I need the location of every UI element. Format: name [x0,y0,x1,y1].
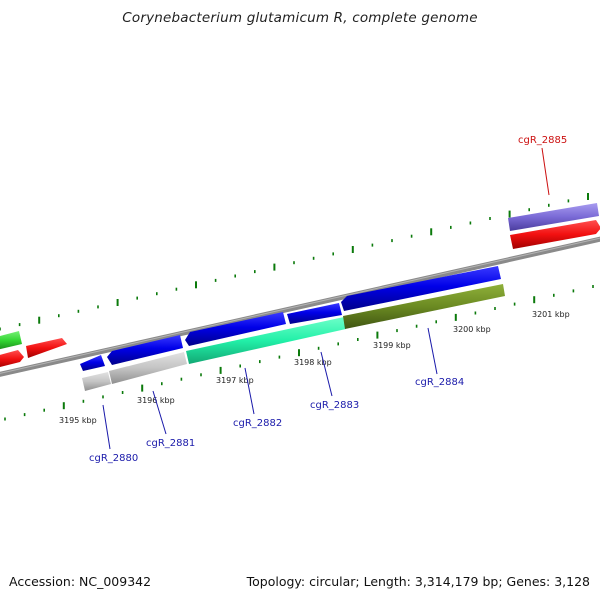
gene-label-cgR_2884[interactable]: cgR_2884 [415,377,464,388]
gene-arrow[interactable] [0,350,24,368]
gene-label-cgR_2885[interactable]: cgR_2885 [518,135,567,146]
gene-arrow[interactable] [80,355,105,371]
genome-backbone [0,236,600,377]
gene-arrow[interactable] [185,312,286,346]
genome-backbone-highlight [0,237,600,374]
gene-arrow[interactable] [510,220,600,249]
scale-label: 3197 kbp [216,376,254,385]
gene-leader-lines [102,147,550,450]
gene-labels: cgR_2880 cgR_2881 cgR_2882 cgR_2883 cgR_… [89,135,567,464]
gene-arrow[interactable] [341,266,501,311]
leader-line [427,327,438,375]
leader-line [320,351,333,397]
leader-line [244,367,255,415]
gene-label-cgR_2883[interactable]: cgR_2883 [310,400,359,411]
gene-arrow[interactable] [109,352,187,384]
scale-label: 3198 kbp [294,358,332,367]
leader-line [541,147,550,196]
gene-arrow[interactable] [26,338,67,358]
gene-arrow[interactable] [82,372,111,391]
scale-ticks [0,193,594,421]
gene-arrow[interactable] [0,331,22,350]
accession-text: Accession: NC_009342 [9,574,152,589]
scale-label: 3200 kbp [453,325,491,334]
scale-label: 3199 kbp [373,341,411,350]
gene-label-cgR_2882[interactable]: cgR_2882 [233,418,282,429]
gene-arrow[interactable] [343,284,505,329]
gene-arrow[interactable] [287,303,342,324]
scale-label: 3195 kbp [59,416,97,425]
forward-strand-genes [0,203,599,371]
map-title: Corynebacterium glutamicum R, complete g… [122,10,478,26]
gene-arrow[interactable] [508,203,599,231]
genome-summary-text: Topology: circular; Length: 3,314,179 bp… [246,574,590,589]
gene-label-cgR_2880[interactable]: cgR_2880 [89,453,138,464]
gene-label-cgR_2881[interactable]: cgR_2881 [146,438,195,449]
reverse-strand-genes [0,220,600,391]
gene-arrow[interactable] [186,317,346,364]
leader-line [102,404,111,450]
scale-label: 3201 kbp [532,310,570,319]
gene-arrow[interactable] [107,335,183,365]
leader-line [152,390,167,435]
